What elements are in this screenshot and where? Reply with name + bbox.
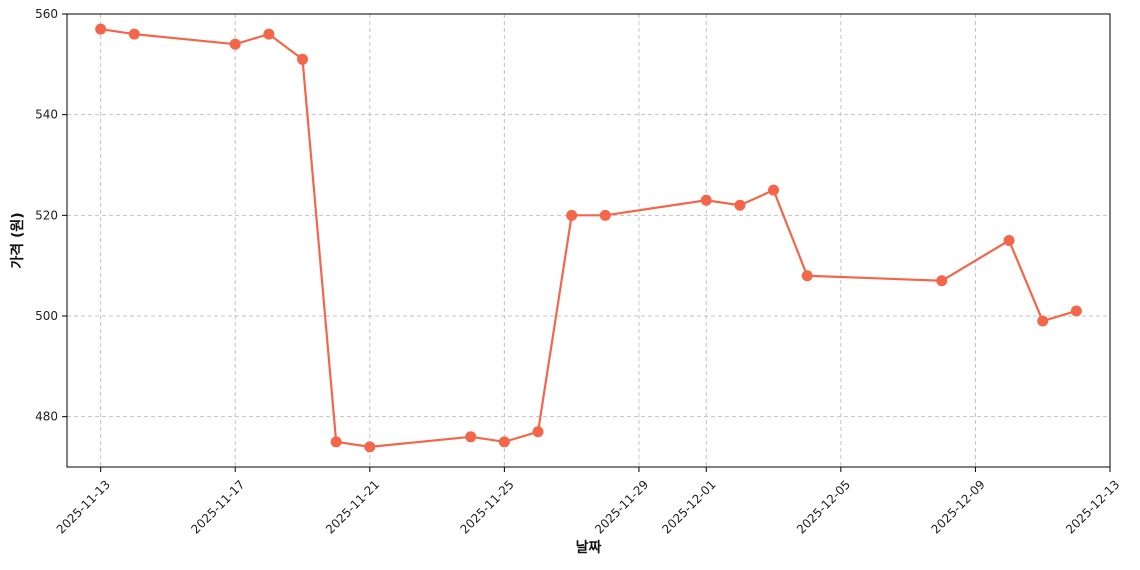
- data-point: [734, 199, 746, 211]
- data-point: [263, 28, 275, 40]
- series-line: [100, 28, 1077, 448]
- series-markers: [95, 23, 1082, 453]
- data-point: [1003, 235, 1015, 246]
- data-point: [364, 441, 376, 453]
- data-point: [532, 426, 544, 438]
- y-tick-label: 500: [35, 309, 58, 323]
- y-tick-label: 560: [35, 7, 58, 21]
- data-point: [768, 184, 780, 196]
- data-point: [229, 38, 241, 50]
- data-point: [128, 28, 140, 40]
- data-point: [498, 436, 510, 448]
- y-axis-title: 가격 (원): [9, 212, 26, 268]
- data-point: [700, 194, 712, 206]
- y-axis-ticks: 480 500 520 540 560: [35, 7, 67, 424]
- data-point: [297, 53, 309, 65]
- series-polyline: [100, 28, 1077, 448]
- data-point: [330, 436, 342, 448]
- data-point: [1037, 315, 1049, 327]
- data-point: [95, 23, 107, 35]
- y-tick-label: 480: [35, 410, 58, 424]
- plot-frame: [66, 13, 1111, 468]
- data-point: [599, 209, 611, 221]
- x-axis-title: 날짜: [576, 540, 602, 556]
- data-point: [1070, 305, 1082, 317]
- y-tick-label: 540: [35, 108, 58, 122]
- data-point: [465, 431, 477, 443]
- data-point: [566, 209, 578, 221]
- y-tick-label: 520: [35, 208, 58, 222]
- data-point: [936, 275, 948, 287]
- data-point: [801, 270, 813, 282]
